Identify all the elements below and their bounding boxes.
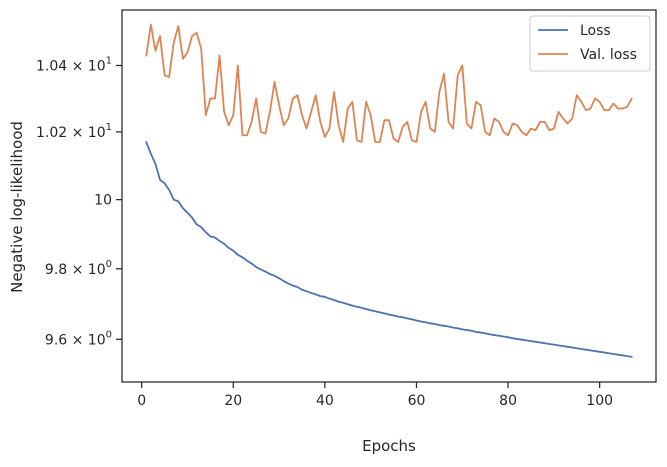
- x-tick-label: 20: [224, 393, 242, 409]
- x-tick-label: 80: [499, 393, 517, 409]
- y-tick-label: 1.02 × 101: [36, 122, 112, 141]
- chart-ticks: 0 20 40 60 80 100 9.6 × 100 9.8 × 100 10 1.02 × 1…: [36, 55, 613, 409]
- x-axis-label: Epochs: [362, 437, 416, 455]
- y-tick-label: 9.8 × 100: [45, 259, 112, 278]
- x-tick-label: 40: [316, 393, 334, 409]
- y-tick-label: 10: [94, 193, 112, 209]
- y-tick-label: 9.6 × 100: [45, 329, 112, 348]
- legend-label-val-loss: Val. loss: [580, 47, 637, 63]
- plot-area-frame: [121, 9, 657, 383]
- x-tick-label: 100: [586, 393, 613, 409]
- legend-label-loss: Loss: [580, 23, 611, 39]
- x-tick-label: 0: [137, 393, 146, 409]
- series-line-val-loss: [145, 23, 633, 143]
- chart-legend: Loss Val. loss: [529, 15, 651, 72]
- y-tick-label: 1.04 × 101: [36, 55, 112, 74]
- series-line-loss: [145, 141, 633, 358]
- y-axis-label: Negative log-likelihood: [8, 121, 26, 293]
- x-tick-label: 60: [408, 393, 426, 409]
- chart-marks: [145, 23, 633, 358]
